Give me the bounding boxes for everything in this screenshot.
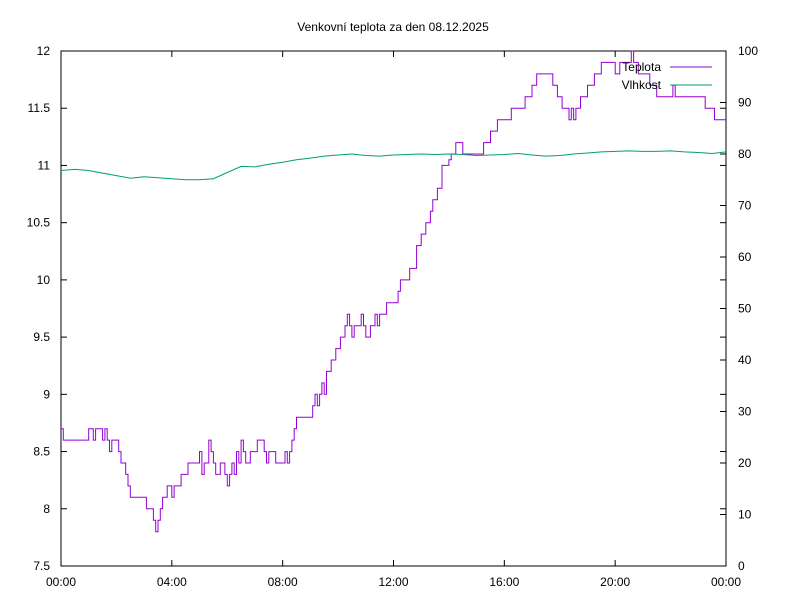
series-line-vlhkost xyxy=(60,150,727,181)
chart-title: Venkovní teplota za den 08.12.2025 xyxy=(297,20,489,34)
x-tick-label: 04:00 xyxy=(157,575,187,589)
y2-tick-label: 40 xyxy=(738,353,752,367)
y-tick-label: 10 xyxy=(37,273,51,287)
series-layer xyxy=(60,50,727,533)
y-tick-label: 11 xyxy=(38,158,51,172)
y-tick-label: 10.5 xyxy=(27,216,51,230)
y2-tick-label: 10 xyxy=(738,508,752,522)
y2-tick-label: 60 xyxy=(738,250,752,264)
y-tick-label: 7.5 xyxy=(33,559,50,573)
x-tick-label: 00:00 xyxy=(711,575,741,589)
x-tick-label: 20:00 xyxy=(600,575,630,589)
y2-tick-label: 70 xyxy=(738,199,752,213)
legend: Teplota Vlhkost xyxy=(622,60,712,92)
y-tick-label: 12 xyxy=(37,44,51,58)
y2-tick-label: 20 xyxy=(738,456,752,470)
y2-tick-label: 100 xyxy=(738,44,758,58)
x-tick-label: 12:00 xyxy=(378,575,408,589)
y2-tick-label: 80 xyxy=(738,147,752,161)
y-tick-label: 11.5 xyxy=(28,101,51,115)
x-tick-label: 16:00 xyxy=(489,575,519,589)
plot-frame xyxy=(60,50,727,567)
legend-label-vlhkost: Vlhkost xyxy=(622,78,662,92)
axes: 7.5 8 8.5 9 9.5 10 10.5 11 11.5 12 0 10 20 30 40 50 60 70… xyxy=(27,44,759,589)
y2-tick-label: 30 xyxy=(738,405,752,419)
y2-tick-label: 0 xyxy=(738,559,745,573)
y-tick-label: 9 xyxy=(43,387,50,401)
x-tick-label: 08:00 xyxy=(268,575,298,589)
y-tick-label: 8 xyxy=(43,502,50,516)
legend-label-teplota: Teplota xyxy=(622,60,661,74)
y2-tick-label: 90 xyxy=(738,96,752,110)
x-tick-label: 00:00 xyxy=(46,575,76,589)
series-line-teplota xyxy=(61,50,726,533)
y-tick-label: 9.5 xyxy=(33,330,50,344)
y2-tick-label: 50 xyxy=(738,302,752,316)
y-tick-label: 8.5 xyxy=(33,445,50,459)
